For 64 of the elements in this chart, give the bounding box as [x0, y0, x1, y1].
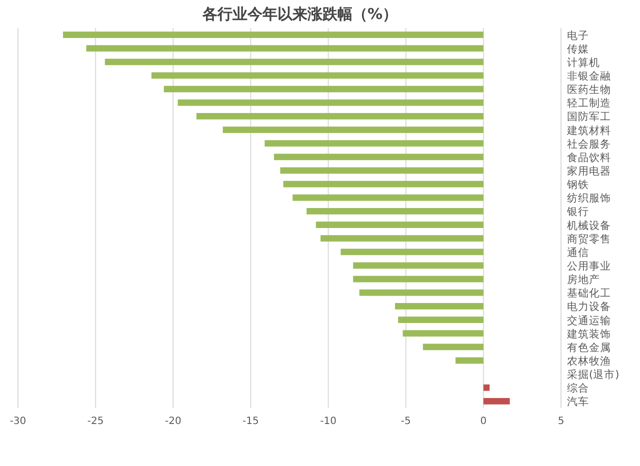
bar — [483, 398, 510, 404]
x-tick-label: -10 — [320, 416, 336, 427]
bar — [353, 276, 484, 282]
bar — [62, 32, 484, 38]
bar — [164, 86, 484, 92]
y-tick-label: 轻工制造 — [567, 96, 611, 110]
y-tick-label: 传媒 — [567, 43, 589, 56]
y-tick-label: 有色金属 — [567, 342, 611, 354]
bar — [264, 140, 484, 147]
bar — [306, 208, 484, 214]
y-tick-label: 医药生物 — [567, 83, 611, 96]
x-tick-label: 5 — [558, 416, 564, 427]
bar — [353, 262, 484, 269]
y-tick-label: 通信 — [567, 246, 589, 259]
bar — [283, 180, 484, 188]
y-tick-label: 交通运输 — [567, 314, 611, 327]
y-tick-label: 机械设备 — [567, 218, 611, 232]
x-tick-label: -20 — [164, 416, 182, 427]
bar — [394, 303, 484, 310]
bar — [280, 167, 484, 174]
bar — [483, 384, 490, 391]
x-tick-label: -30 — [10, 416, 26, 427]
y-tick-label: 基础化工 — [567, 286, 611, 300]
bar — [222, 126, 484, 133]
bar — [274, 154, 484, 160]
y-tick-label: 社会服务 — [567, 137, 611, 150]
x-tick-label: -25 — [87, 416, 104, 427]
x-tick-label: -15 — [242, 416, 259, 427]
y-tick-label: 电力设备 — [567, 300, 611, 314]
bar — [292, 194, 484, 201]
y-tick-label: 电子 — [567, 28, 589, 42]
y-tick-label: 银行 — [566, 206, 589, 218]
x-tick-label: -5 — [400, 416, 411, 427]
bar — [456, 357, 484, 364]
y-tick-label: 非银金融 — [567, 70, 611, 82]
bar — [178, 99, 484, 106]
bar — [196, 113, 484, 120]
bar — [86, 45, 484, 52]
y-tick-label: 采掘(退市) — [567, 368, 620, 382]
bar — [320, 235, 484, 242]
y-tick-label: 建筑装饰 — [566, 327, 611, 340]
bar — [104, 58, 484, 66]
y-tick-label: 商贸零售 — [567, 232, 611, 246]
y-tick-label: 家用电器 — [567, 164, 611, 178]
y-tick-label: 食品饮料 — [567, 150, 611, 164]
x-tick-label: 0 — [480, 416, 487, 427]
y-tick-label: 建筑材料 — [566, 124, 611, 137]
y-tick-label: 公用事业 — [567, 260, 611, 272]
bar — [316, 222, 484, 228]
y-tick-label: 房地产 — [567, 273, 600, 286]
bar — [402, 330, 484, 337]
y-tick-label: 纺织服饰 — [567, 192, 611, 205]
y-tick-label: 国防军工 — [567, 110, 611, 124]
bar — [340, 248, 484, 256]
y-tick-label: 汽车 — [567, 395, 589, 408]
bar — [422, 344, 484, 350]
y-tick-label: 农林牧渔 — [567, 354, 611, 368]
y-tick-label: 计算机 — [567, 56, 600, 69]
bar — [151, 72, 484, 79]
chart-title: 各行业今年以来涨跌幅（%） — [201, 5, 398, 23]
y-tick-label: 综合 — [567, 382, 589, 395]
y-tick-label: 钢铁 — [566, 179, 589, 192]
bar — [359, 289, 484, 296]
bar — [398, 316, 484, 323]
